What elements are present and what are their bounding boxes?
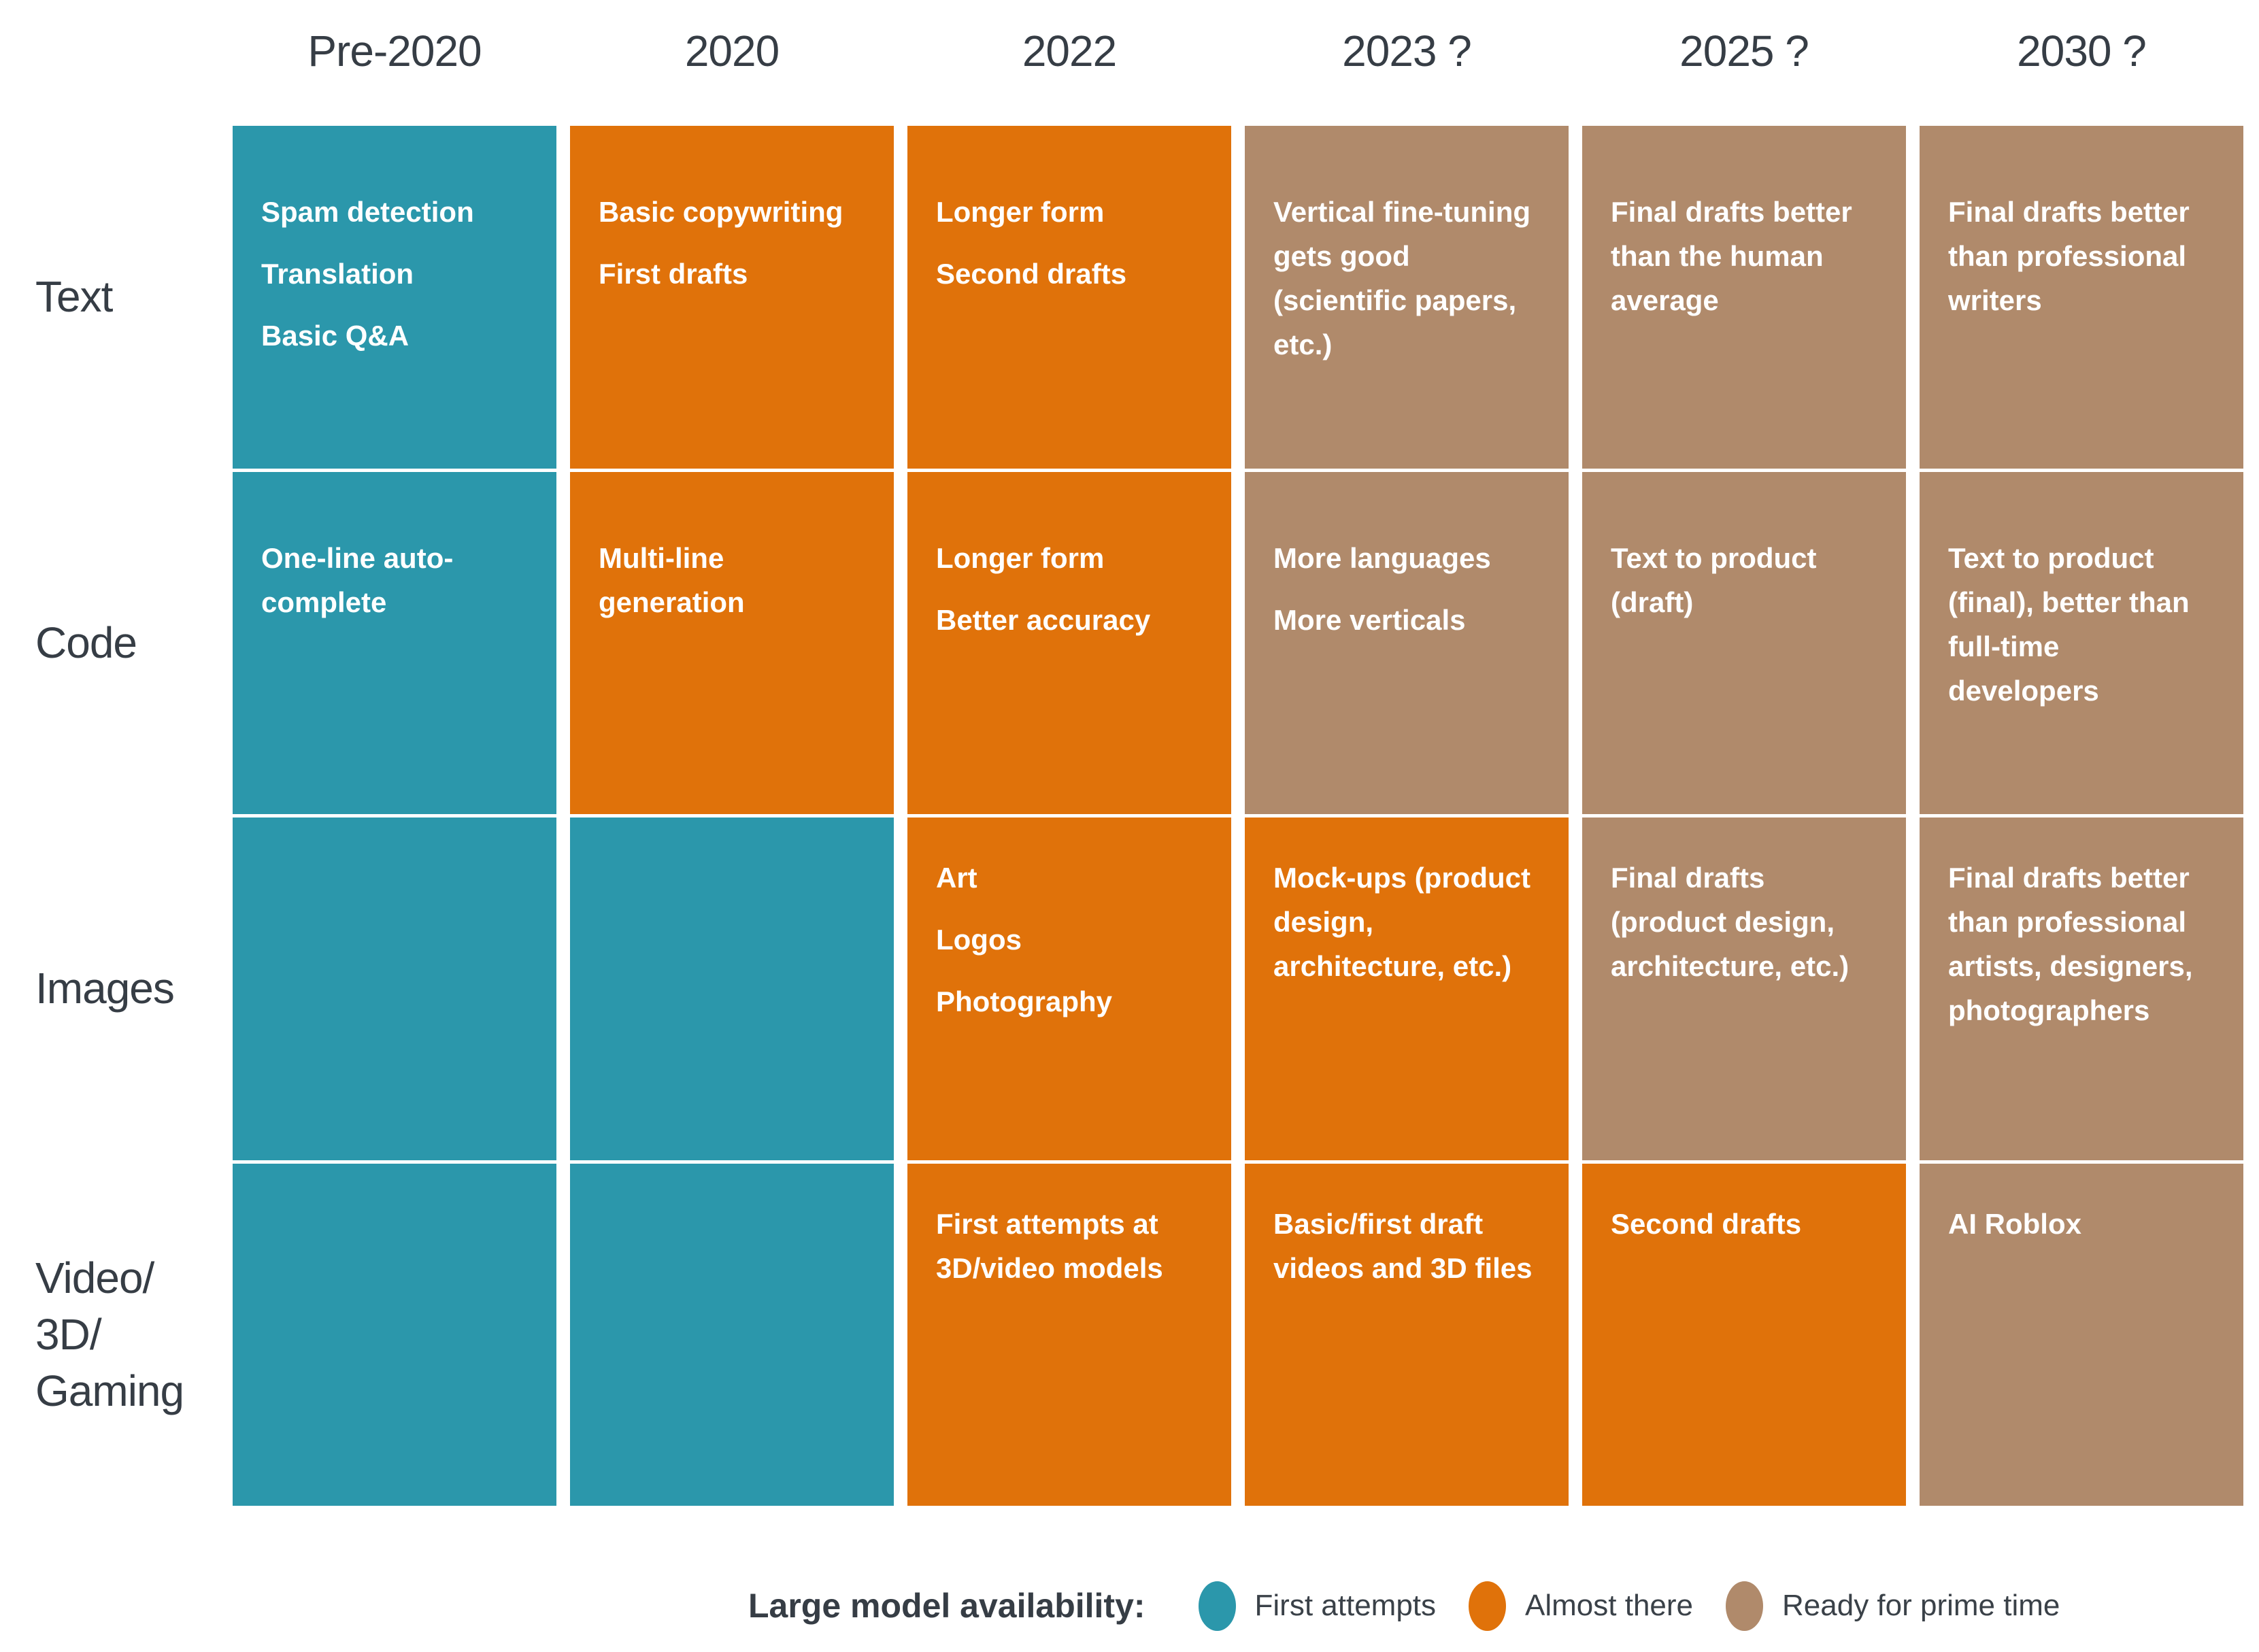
row-label-code: Code: [35, 618, 137, 667]
cell-text-2023: Vertical fine-tuning gets good (scientif…: [1245, 126, 1569, 469]
almost-there-dot-icon: [1469, 1581, 1507, 1631]
column-header-2023: 2023 ?: [1342, 27, 1472, 75]
cell-images-2022: Art Logos Photography: [907, 817, 1231, 1160]
cell-item: Multi-line generation: [599, 541, 745, 618]
cell-text-2020: Basic copywriting First drafts: [570, 126, 894, 469]
legend-item-almost-there: Almost there: [1469, 1581, 1693, 1631]
cell-video-pre2020: [233, 1163, 556, 1506]
cell-item: Better accuracy: [936, 603, 1151, 636]
cell-item: Final drafts better than professional ar…: [1948, 862, 2193, 1027]
ready-for-prime-time-dot-icon: [1726, 1581, 1764, 1631]
legend-label: First attempts: [1254, 1589, 1437, 1622]
cell-images-2020: [570, 817, 894, 1160]
column-header-2025: 2025 ?: [1679, 27, 1809, 75]
column-header-2022: 2022: [1022, 27, 1117, 75]
cell-code-2023: More languages More verticals: [1245, 471, 1569, 814]
cell-item: First attempts at 3D/video models: [936, 1207, 1163, 1284]
legend: Large model availability: First attempts…: [748, 1575, 2060, 1636]
cell-item: Longer form: [936, 541, 1105, 574]
legend-item-ready-for-prime-time: Ready for prime time: [1726, 1581, 2060, 1631]
cell-item: Translation: [261, 258, 414, 290]
cell-video-2030: AI Roblox: [1920, 1163, 2243, 1506]
cell-images-2025: Final drafts (product design, architectu…: [1582, 817, 1906, 1160]
legend-label: Almost there: [1525, 1589, 1694, 1622]
cell-images-2030: Final drafts better than professional ar…: [1920, 817, 2243, 1160]
cell-video-2020: [570, 1163, 894, 1506]
column-header-pre-2020: Pre-2020: [307, 27, 482, 75]
cell-item: AI Roblox: [1948, 1207, 2081, 1240]
cell-code-2025: Text to product (draft): [1582, 471, 1906, 814]
cell-item: Basic/first draft videos and 3D files: [1273, 1207, 1533, 1284]
legend-label: Ready for prime time: [1782, 1589, 2060, 1622]
cell-code-2030: Text to product (final), better than ful…: [1920, 471, 2243, 814]
cell-item: Second drafts: [1611, 1207, 1802, 1240]
cell-item: Mock-ups (product design, architecture, …: [1273, 862, 1530, 983]
cell-text-2025: Final drafts better than the human avera…: [1582, 126, 1906, 469]
cell-item: One-line auto-complete: [261, 541, 454, 618]
legend-item-first-attempts: First attempts: [1198, 1581, 1437, 1631]
cell-images-2023: Mock-ups (product design, architecture, …: [1245, 817, 1569, 1160]
cell-item: Second drafts: [936, 258, 1127, 290]
first-attempts-dot-icon: [1198, 1581, 1236, 1631]
row-label-text: Text: [35, 271, 113, 321]
cell-item: Basic copywriting: [599, 196, 843, 228]
cell-text-2022: Longer form Second drafts: [907, 126, 1231, 469]
matrix-grid: Spam detection Translation Basic Q&A Bas…: [233, 126, 2243, 1506]
cell-video-2023: Basic/first draft videos and 3D files: [1245, 1163, 1569, 1506]
cell-video-2025: Second drafts: [1582, 1163, 1906, 1506]
cell-item: Photography: [936, 985, 1112, 1018]
row-label-images: Images: [35, 963, 175, 1013]
cell-item: Basic Q&A: [261, 320, 409, 352]
cell-item: Final drafts better than professional wr…: [1948, 196, 2190, 317]
cell-code-2022: Longer form Better accuracy: [907, 471, 1231, 814]
cell-item: Final drafts better than the human avera…: [1611, 196, 1852, 317]
cell-text-2030: Final drafts better than professional wr…: [1920, 126, 2243, 469]
column-header-2020: 2020: [684, 27, 780, 75]
legend-title: Large model availability:: [748, 1587, 1145, 1625]
row-label-video-3d-gaming: Video/ 3D/ Gaming: [35, 1253, 184, 1416]
cell-video-2022: First attempts at 3D/video models: [907, 1163, 1231, 1506]
cell-item: First drafts: [599, 258, 748, 290]
cell-item: Text to product (draft): [1611, 541, 1817, 618]
cell-item: Text to product (final), better than ful…: [1948, 541, 2190, 707]
cell-code-pre2020: One-line auto-complete: [233, 471, 556, 814]
cell-item: Longer form: [936, 196, 1105, 228]
cell-images-pre2020: [233, 817, 556, 1160]
cell-code-2020: Multi-line generation: [570, 471, 894, 814]
cell-item: More languages: [1273, 541, 1491, 574]
cell-item: Logos: [936, 924, 1022, 956]
cell-item: Spam detection: [261, 196, 474, 228]
cell-item: More verticals: [1273, 603, 1466, 636]
cell-item: Final drafts (product design, architectu…: [1611, 862, 1850, 983]
cell-item: Vertical fine-tuning gets good (scientif…: [1273, 196, 1531, 361]
cell-item: Art: [936, 862, 977, 894]
cell-text-pre2020: Spam detection Translation Basic Q&A: [233, 126, 556, 469]
column-header-2030: 2030 ?: [2017, 27, 2147, 75]
